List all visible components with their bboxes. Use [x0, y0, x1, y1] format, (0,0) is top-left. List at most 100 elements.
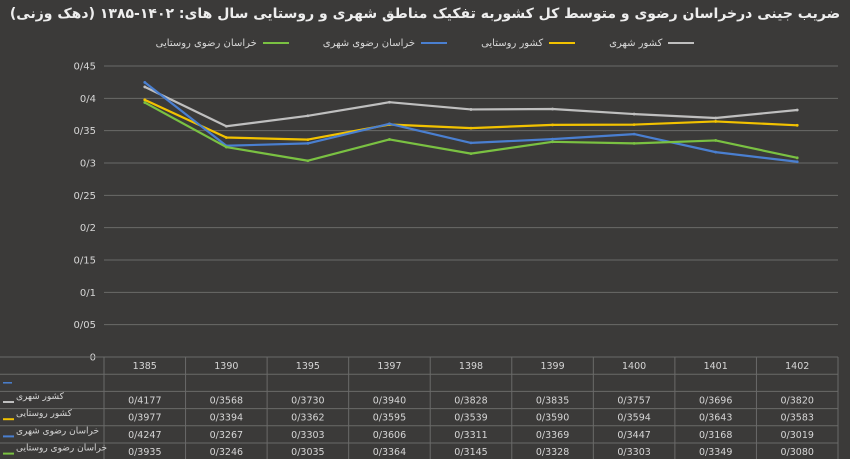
- x-tick-label: 1402: [785, 361, 809, 372]
- data-point: [469, 126, 473, 130]
- x-tick-label: 1399: [540, 361, 564, 372]
- data-label: 0/3940: [373, 396, 406, 407]
- data-label: 0/3145: [454, 447, 487, 458]
- legend-swatch: [549, 42, 576, 44]
- y-tick-label: 0/4: [80, 94, 96, 105]
- series-line-4: [143, 101, 799, 162]
- data-point: [469, 141, 473, 145]
- data-label: 0/3583: [781, 413, 814, 424]
- y-tick-label: 0/05: [74, 320, 96, 331]
- y-tick-label: 0/3: [80, 159, 96, 170]
- y-tick-label: 0/1: [80, 288, 96, 299]
- data-point: [143, 80, 147, 84]
- data-point: [469, 152, 473, 156]
- data-point: [224, 124, 228, 128]
- data-label: 0/3820: [781, 396, 814, 407]
- data-point: [714, 139, 718, 142]
- table-row-label: خراسان رضوی شهری: [16, 426, 99, 436]
- data-label: 0/3394: [210, 413, 243, 424]
- y-tick-label: 0/2: [80, 223, 96, 234]
- data-point: [795, 123, 799, 127]
- legend-swatch: [421, 42, 448, 44]
- legend-swatch: [668, 42, 695, 44]
- data-label: 0/3303: [291, 430, 324, 441]
- table-row-label: خراسان رضوی روستایی: [16, 444, 107, 454]
- data-label: 0/3303: [617, 447, 650, 458]
- data-point: [306, 159, 310, 163]
- data-point: [795, 108, 799, 112]
- series-line-2: [143, 98, 799, 141]
- data-label: 0/3539: [454, 413, 487, 424]
- data-label: 0/3595: [373, 413, 406, 424]
- legend-label: کشور روستایی: [481, 37, 544, 49]
- data-label: 0/3835: [536, 396, 569, 407]
- data-label: 0/3080: [781, 447, 814, 458]
- data-point: [795, 160, 799, 164]
- data-label: 0/3594: [617, 413, 650, 424]
- legend: کشور شهری کشور روستایی خراسان رضوی شهری …: [0, 34, 850, 52]
- data-label: 0/3568: [210, 396, 243, 407]
- x-tick-label: 1397: [377, 361, 401, 372]
- x-tick-label: 1390: [214, 361, 238, 372]
- legend-item-urban-country: کشور شهری: [609, 34, 695, 52]
- series-line-1: [143, 85, 799, 128]
- y-tick-label: 0/45: [74, 62, 96, 73]
- data-label: 0/3369: [536, 430, 569, 441]
- data-label: 0/3977: [128, 413, 161, 424]
- data-label: 0/3828: [454, 396, 487, 407]
- data-point: [632, 112, 636, 116]
- data-label: 0/3730: [291, 396, 324, 407]
- data-point: [388, 138, 391, 141]
- x-tick-label: 1398: [459, 361, 483, 372]
- data-label: 0/3696: [699, 396, 732, 407]
- data-point: [143, 85, 147, 89]
- data-point: [551, 140, 554, 144]
- y-tick-label: 0/35: [74, 126, 96, 137]
- data-label: 0/4247: [128, 430, 161, 441]
- legend-item-rural-khorasan: خراسان رضوی روستایی: [156, 34, 289, 52]
- data-point: [551, 107, 554, 111]
- data-label: 0/3757: [617, 396, 650, 407]
- data-label: 0/3328: [536, 447, 569, 458]
- data-point: [551, 123, 554, 127]
- y-tick-label: 0/15: [74, 256, 96, 267]
- data-point: [714, 116, 718, 120]
- legend-item-urban-khorasan: خراسان رضوی شهری: [323, 34, 448, 52]
- data-label: 0/3362: [291, 413, 324, 424]
- chart-title: ضریب جینی درخراسان رضوی و متوسط کل کشورب…: [9, 6, 841, 22]
- data-label: 0/4177: [128, 396, 161, 407]
- data-label: 0/3311: [454, 430, 487, 441]
- data-point: [714, 120, 718, 123]
- data-point: [632, 123, 636, 126]
- data-point: [306, 142, 310, 145]
- data-label: 0/3267: [210, 430, 243, 441]
- data-label: 0/3168: [699, 430, 732, 441]
- data-point: [224, 136, 228, 139]
- data-point: [306, 138, 310, 141]
- data-label: 0/3035: [291, 447, 324, 458]
- data-label: 0/3590: [536, 413, 569, 424]
- data-label: 0/3019: [781, 430, 814, 441]
- data-point: [469, 108, 473, 111]
- data-point: [795, 156, 799, 160]
- x-tick-label: 1385: [133, 361, 157, 372]
- x-tick-label: 1400: [622, 361, 646, 372]
- data-label: 0/3447: [617, 430, 650, 441]
- data-point: [551, 137, 554, 141]
- data-label: 0/3643: [699, 413, 732, 424]
- data-label: 0/3349: [699, 447, 732, 458]
- data-point: [143, 101, 147, 104]
- table-row-label: کشور روستایی: [16, 409, 73, 419]
- data-point: [714, 150, 718, 154]
- data-label: 0/3364: [373, 447, 406, 458]
- x-tick-label: 1401: [704, 361, 728, 372]
- legend-label: خراسان رضوی روستایی: [155, 37, 257, 49]
- legend-swatch: [262, 42, 289, 44]
- data-point: [388, 100, 391, 104]
- data-label: 0/3935: [128, 447, 161, 458]
- x-tick-label: 1395: [296, 361, 320, 372]
- y-tick-label: 0/25: [74, 191, 96, 202]
- data-point: [632, 132, 636, 136]
- data-label: 0/3606: [373, 430, 406, 441]
